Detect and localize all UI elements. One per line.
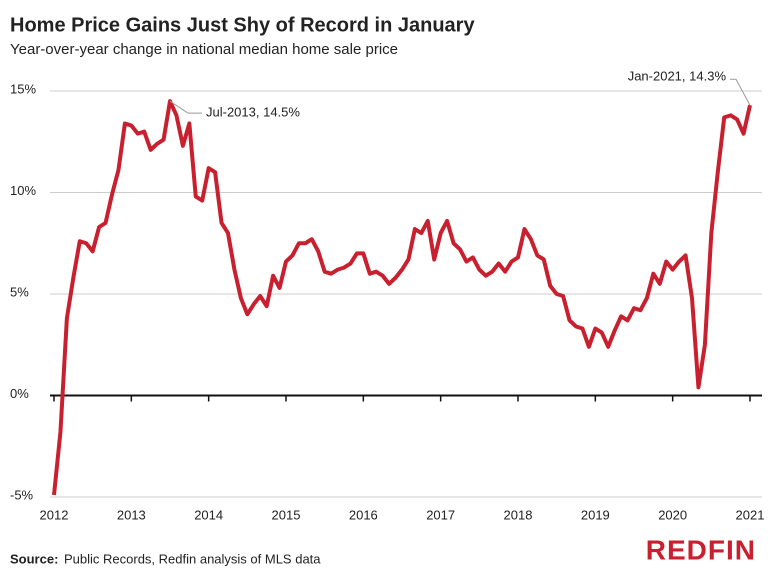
source-label: Source:	[10, 551, 58, 566]
x-tick-label: 2016	[349, 507, 378, 522]
y-tick-label: 0%	[10, 386, 29, 401]
y-tick-label: 15%	[10, 81, 36, 96]
x-tick-label: 2014	[194, 507, 223, 522]
x-tick-label: 2018	[504, 507, 533, 522]
y-tick-label: -5%	[10, 487, 34, 502]
y-tick-label: 10%	[10, 183, 36, 198]
annotation: Jan-2021, 14.3%	[628, 69, 727, 84]
x-tick-label: 2019	[581, 507, 610, 522]
x-tick-label: 2017	[426, 507, 455, 522]
x-tick-label: 2015	[272, 507, 301, 522]
annotation-leader	[169, 100, 202, 114]
y-tick-label: 5%	[10, 284, 29, 299]
x-tick-label: 2021	[736, 507, 765, 522]
data-line	[52, 99, 752, 496]
x-tick-label: 2020	[658, 507, 687, 522]
x-tick-label: 2013	[117, 507, 146, 522]
annotation-leader	[730, 78, 751, 106]
logo: REDFIN	[646, 534, 756, 565]
source-text: Public Records, Redfin analysis of MLS d…	[64, 551, 321, 566]
x-tick-label: 2012	[40, 507, 69, 522]
annotation: Jul-2013, 14.5%	[206, 105, 300, 120]
chart-title: Home Price Gains Just Shy of Record in J…	[10, 14, 475, 36]
chart-subtitle: Year-over-year change in national median…	[10, 41, 398, 58]
